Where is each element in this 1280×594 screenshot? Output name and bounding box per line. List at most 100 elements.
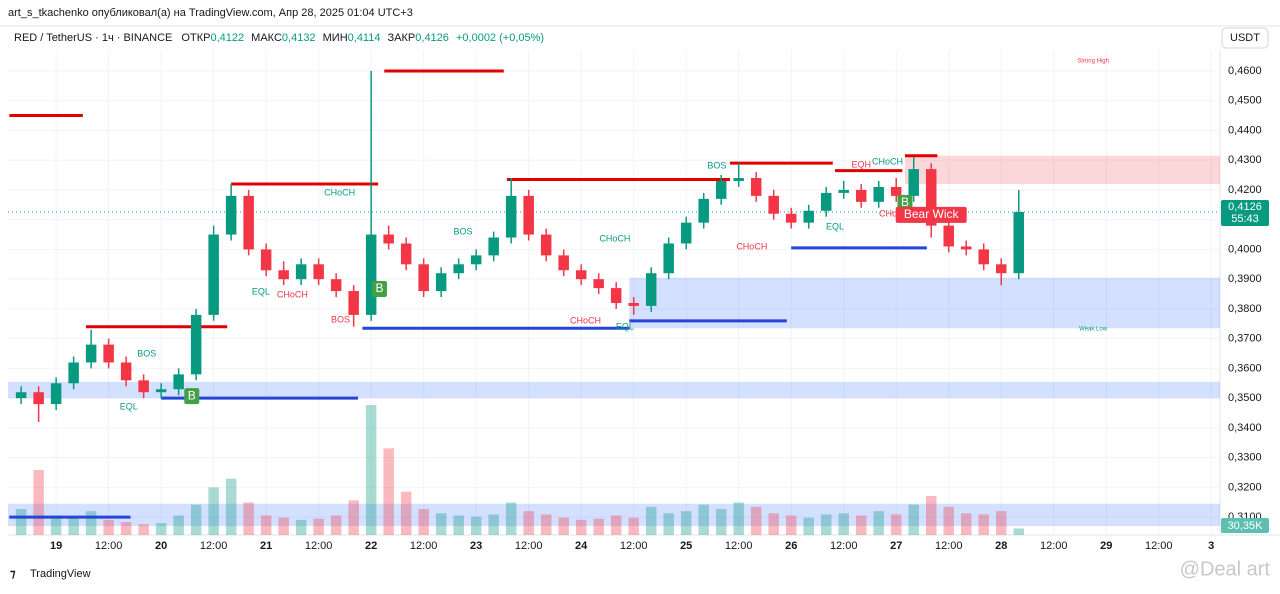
candle-body — [733, 178, 744, 182]
annotation: Strong High — [1077, 58, 1109, 64]
zone — [904, 155, 1220, 184]
volume-bar — [470, 516, 482, 535]
y-tick-label: 0,4400 — [1228, 124, 1262, 136]
candle-body — [120, 362, 132, 381]
candle-body — [715, 181, 727, 199]
y-tick-label: 0,3400 — [1228, 422, 1262, 434]
candle-body — [750, 178, 762, 196]
y-tick-label: 0,3800 — [1228, 303, 1262, 315]
volume-bar — [33, 470, 44, 535]
legend-high: 0,4132 — [282, 32, 316, 44]
candle-body — [663, 243, 674, 274]
x-tick-label: 28 — [995, 540, 1007, 552]
candle-body — [645, 273, 657, 306]
candle-body — [190, 314, 202, 375]
volume-bar — [155, 523, 167, 535]
volume-bar — [925, 496, 937, 535]
zone — [8, 381, 1220, 399]
volume-bar — [750, 506, 762, 535]
annotation: EQL — [120, 401, 138, 411]
annotation: CHoCH — [879, 208, 910, 218]
watermark: @Deal art — [1180, 558, 1271, 580]
logo-text: TradingView — [30, 568, 91, 580]
volume-bar — [768, 513, 779, 535]
volume-bar — [505, 502, 517, 535]
candle-body — [173, 374, 184, 390]
volume-bar — [453, 515, 464, 535]
volume-bar — [890, 514, 902, 535]
volume-bar — [120, 522, 132, 535]
volume-bar — [663, 513, 674, 535]
x-tick-label: 12:00 — [830, 540, 858, 552]
volume-label: 30,35K — [1228, 520, 1264, 532]
candle-body — [593, 279, 604, 289]
x-tick-label: 12:00 — [1145, 540, 1173, 552]
volume-bar — [960, 513, 972, 535]
y-tick-label: 0,3700 — [1228, 333, 1262, 345]
volume-bar — [348, 500, 359, 535]
last-price-label: 0,4126 — [1228, 201, 1262, 213]
volume-bar — [208, 487, 219, 535]
volume-bar — [103, 519, 114, 535]
y-tick-label: 0,3200 — [1228, 481, 1262, 493]
annotation-box — [371, 280, 387, 297]
volume-bar — [628, 517, 639, 535]
x-tick-label: 29 — [1100, 540, 1112, 552]
volume-bar — [873, 511, 884, 535]
candle-body — [103, 344, 114, 363]
logo: ⁊ TradingView — [10, 568, 91, 580]
y-tick-label: 0,3900 — [1228, 273, 1262, 285]
candle-body — [243, 195, 254, 250]
annotation: CHoCH — [277, 289, 308, 299]
candle-body — [1013, 211, 1024, 274]
legend-open-label: ОТКР — [181, 32, 210, 44]
candle-body — [855, 189, 867, 202]
y-tick-label: 0,3300 — [1228, 452, 1262, 464]
candle-body — [348, 291, 359, 315]
candle-body — [155, 389, 167, 393]
candle-body — [873, 186, 884, 202]
annotation: B — [375, 281, 383, 295]
volume-bar — [995, 511, 1007, 535]
candle-body — [610, 288, 622, 303]
volume-bar — [820, 514, 832, 535]
candle-body — [453, 264, 464, 274]
y-tick-label: 0,4600 — [1228, 65, 1262, 77]
x-tick-label: 19 — [50, 540, 62, 552]
volume-bar — [908, 504, 919, 535]
annotation: CHoCH — [599, 233, 630, 243]
x-tick-label: 12:00 — [515, 540, 543, 552]
volume-bar — [593, 518, 604, 535]
candle-body — [278, 270, 289, 280]
x-tick-label: 12:00 — [620, 540, 648, 552]
annotation: EQL — [252, 286, 270, 296]
last-price-box — [1221, 199, 1269, 226]
volume-bar — [418, 509, 429, 535]
candle-body — [15, 392, 27, 399]
candle-body — [540, 234, 552, 256]
volume-bar — [435, 513, 447, 535]
x-tick-label: 12:00 — [410, 540, 438, 552]
volume-bar — [575, 519, 587, 535]
x-tick-label: 12:00 — [305, 540, 333, 552]
volume-bar — [558, 517, 569, 535]
candle-body — [698, 198, 709, 223]
publisher: art_s_tkachenko опубликовал(а) на Tradin… — [8, 7, 413, 19]
logo-mark: ⁊ — [10, 568, 16, 580]
countdown: 55:43 — [1231, 213, 1259, 225]
x-tick-label: 20 — [155, 540, 167, 552]
candle-body — [400, 243, 412, 265]
legend-change: +0,0002 (+0,05%) — [456, 32, 544, 44]
x-tick-label: 3 — [1208, 540, 1214, 552]
candle-body — [785, 213, 797, 223]
x-tick-label: 23 — [470, 540, 482, 552]
volume-bar — [85, 511, 97, 535]
x-tick-label: 21 — [260, 540, 272, 552]
x-tick-label: 12:00 — [935, 540, 963, 552]
legend-close: 0,4126 — [415, 32, 449, 44]
volume-bar — [313, 518, 324, 535]
annotation: EQH — [851, 159, 871, 169]
candle-body — [225, 195, 237, 235]
y-tick-label: 0,3600 — [1228, 362, 1262, 374]
legend-close-label: ЗАКР — [388, 32, 416, 44]
